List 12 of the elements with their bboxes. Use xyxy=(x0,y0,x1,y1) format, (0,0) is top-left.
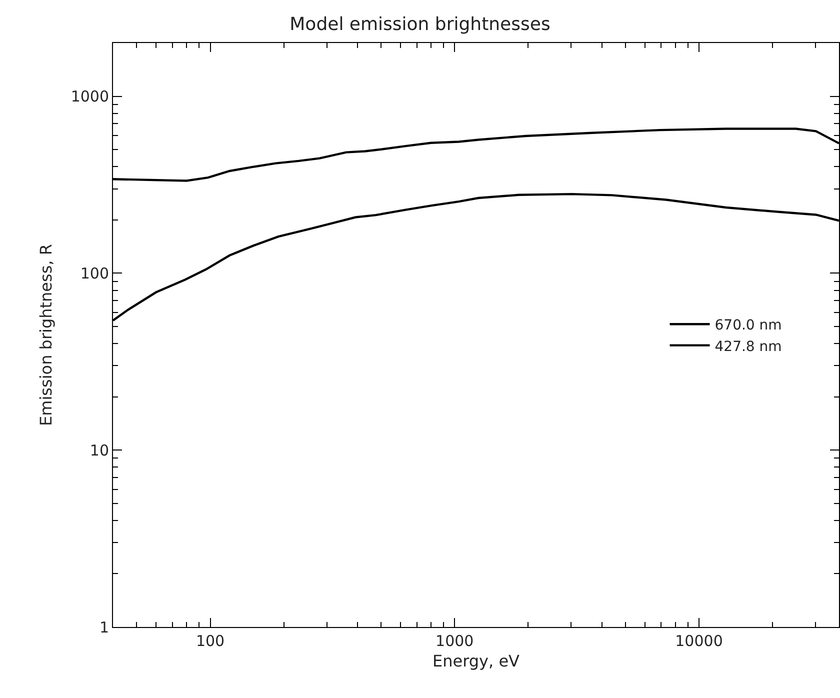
y-tick-label: 100 xyxy=(80,264,109,282)
y-tick-label: 1 xyxy=(99,618,109,636)
legend-label: 427.8 nm xyxy=(714,338,782,355)
x-tick-label: 100 xyxy=(196,632,225,650)
x-axis-title: Energy, eV xyxy=(432,652,520,671)
y-tick-label: 1000 xyxy=(70,88,109,106)
x-tick-label: 10000 xyxy=(675,632,723,650)
x-tick-label: 1000 xyxy=(436,632,474,650)
y-tick-label: 10 xyxy=(90,441,109,460)
chart-title: Model emission brightnesses xyxy=(290,14,550,36)
y-axis-title: Emission brightness, R xyxy=(36,244,56,426)
legend-label: 670.0 nm xyxy=(714,318,782,334)
